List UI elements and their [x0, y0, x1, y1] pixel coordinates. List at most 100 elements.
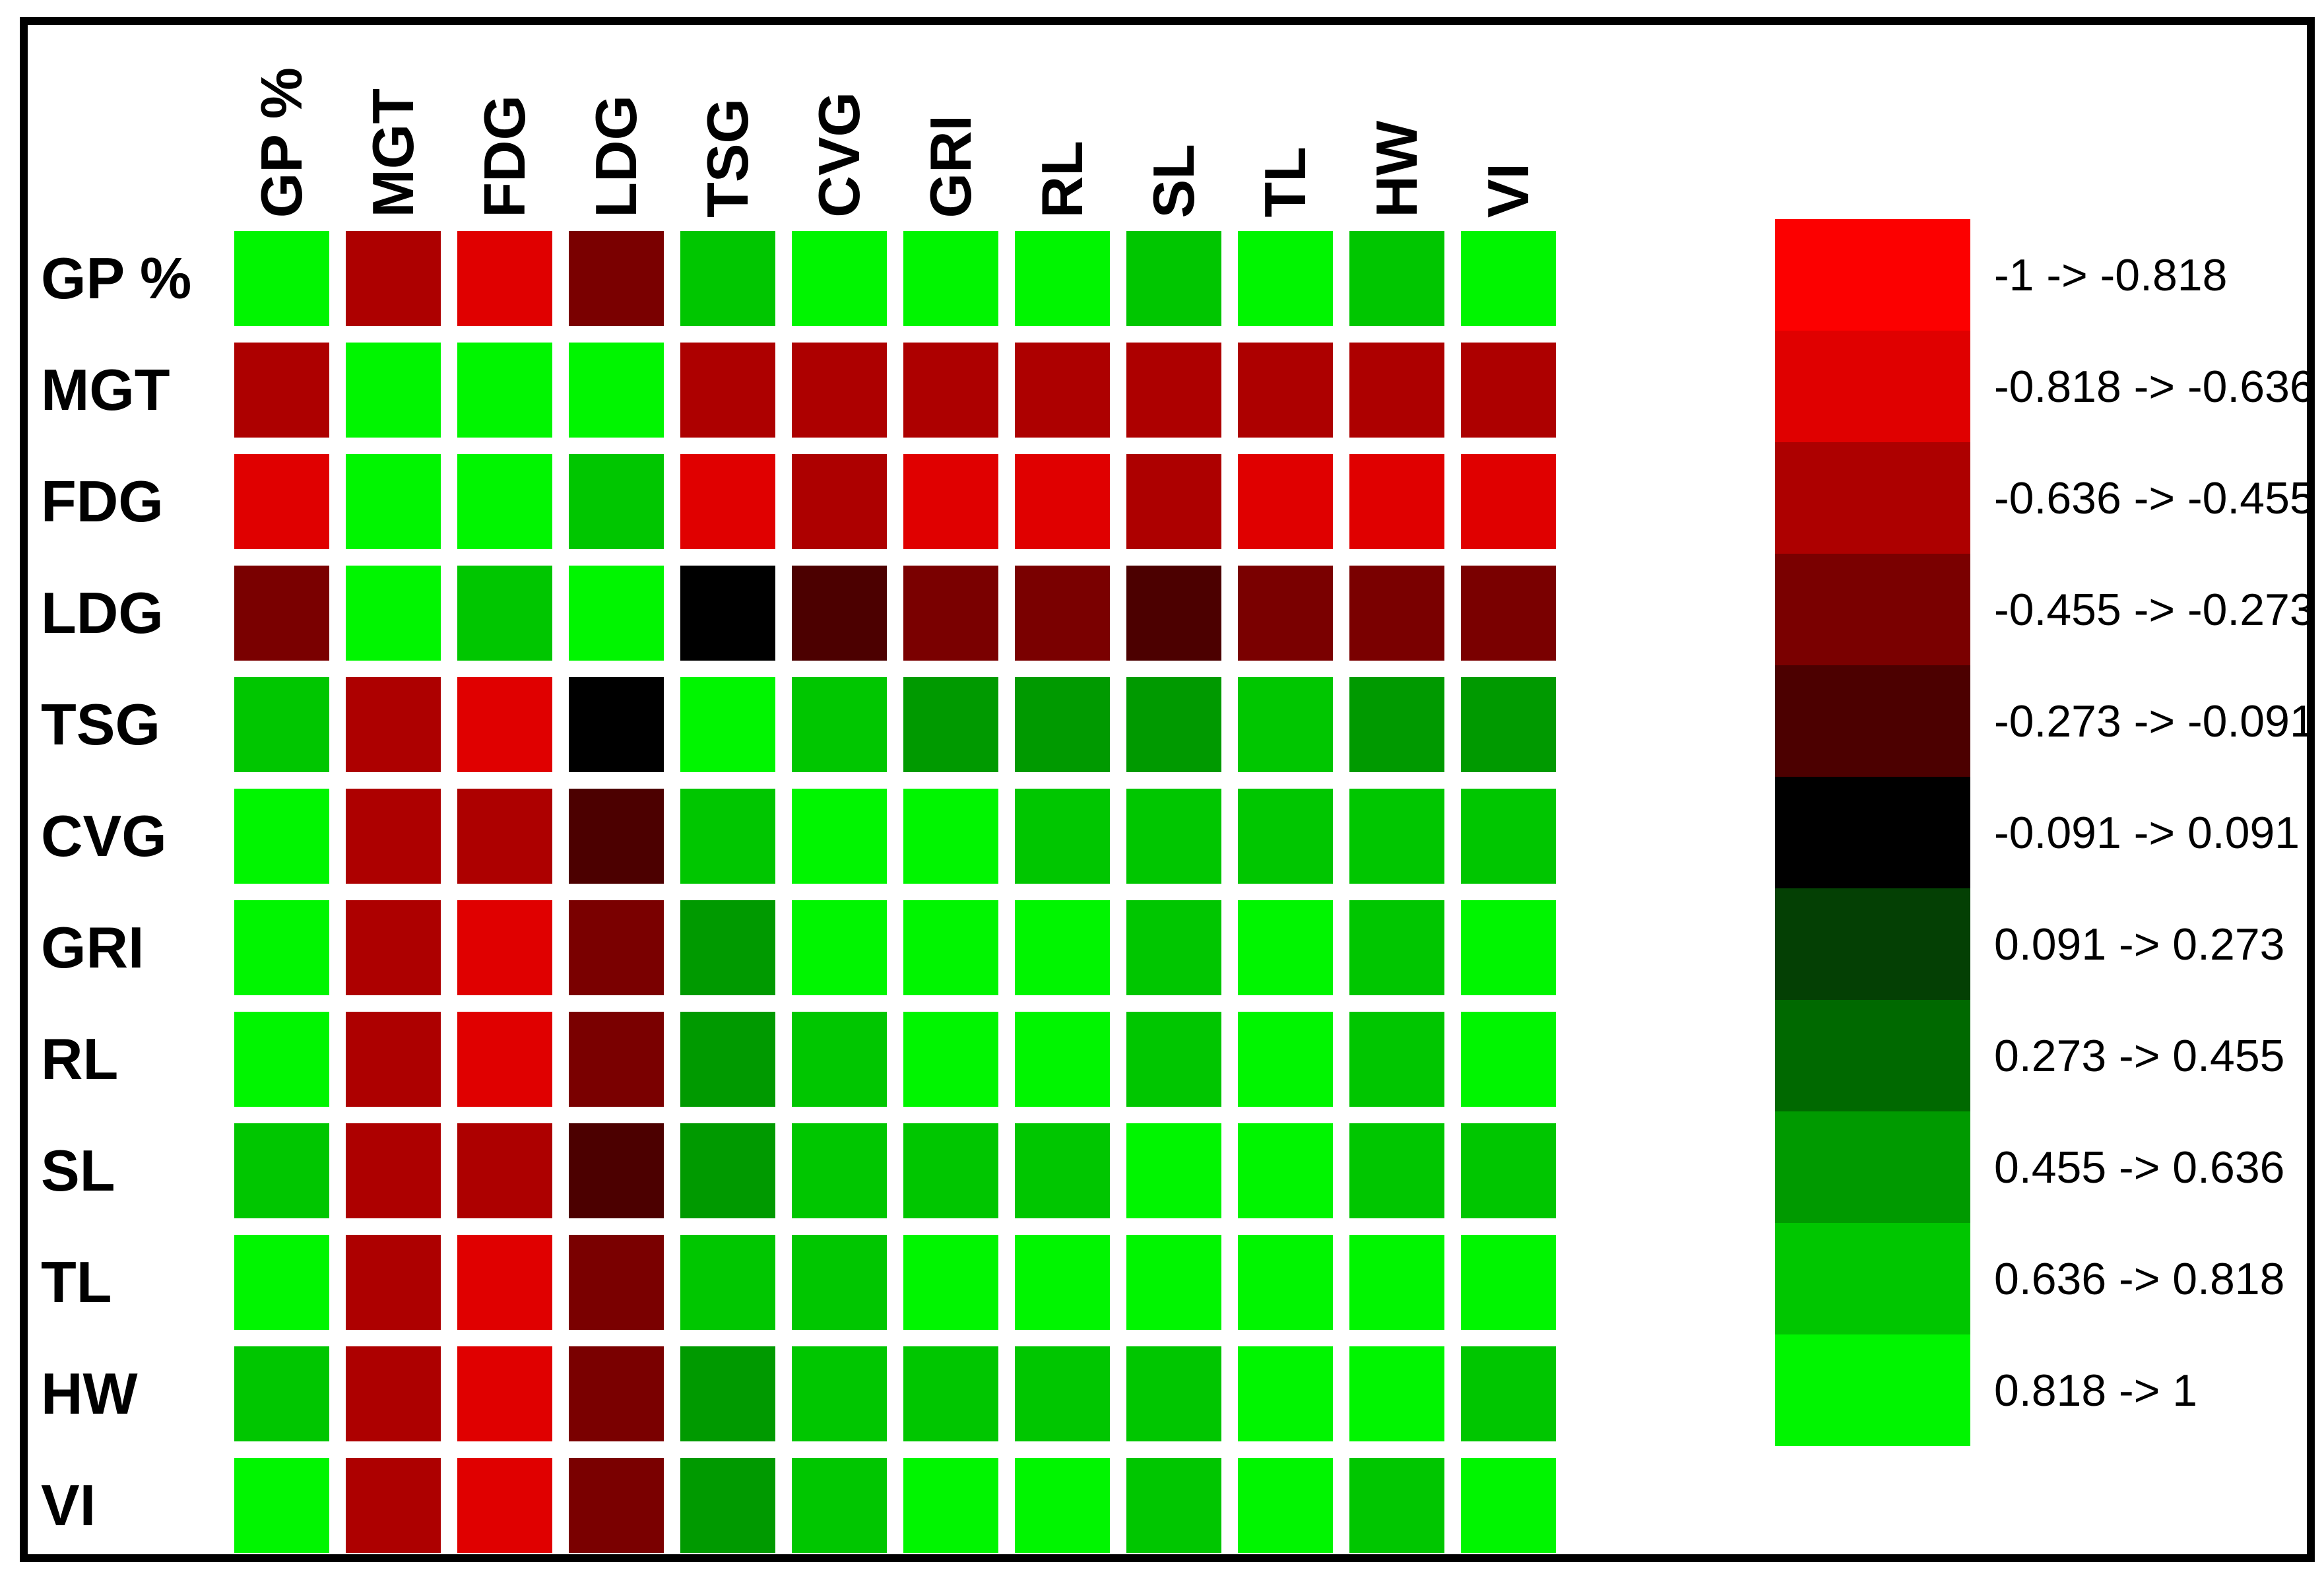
heatmap-cell	[680, 1346, 775, 1441]
heatmap-cell	[1126, 454, 1221, 549]
column-header-label: SL	[1141, 143, 1206, 218]
heatmap-cell	[234, 1012, 329, 1107]
heatmap-cell	[1126, 343, 1221, 438]
legend-swatch-9	[1775, 1223, 1970, 1334]
heatmap-cell	[1349, 566, 1444, 661]
heatmap-cell	[1461, 1235, 1556, 1330]
heatmap-cell	[792, 566, 887, 661]
heatmap-cell	[903, 1123, 998, 1218]
heatmap-cell	[1126, 1235, 1221, 1330]
column-header-4: TSG	[680, 25, 775, 218]
heatmap-cell	[457, 789, 552, 884]
heatmap-cell	[1126, 900, 1221, 995]
heatmap-cell	[903, 789, 998, 884]
row-label-4: TSG	[41, 692, 160, 757]
heatmap-cell	[1238, 343, 1333, 438]
heatmap-cell	[457, 900, 552, 995]
heatmap-cell	[1461, 343, 1556, 438]
column-header-label: FDG	[472, 95, 537, 218]
heatmap-cell	[1126, 566, 1221, 661]
column-header-7: RL	[1015, 25, 1110, 218]
heatmap-cell	[234, 231, 329, 326]
heatmap-cell	[1461, 231, 1556, 326]
heatmap-cell	[346, 789, 441, 884]
heatmap-cell	[346, 566, 441, 661]
heatmap-cell	[1238, 1123, 1333, 1218]
legend-label-9: 0.636 -> 0.818	[1994, 1253, 2285, 1304]
row-label-7: RL	[41, 1026, 119, 1092]
heatmap-cell	[792, 1458, 887, 1553]
column-header-label: LDG	[583, 95, 649, 218]
heatmap-cell	[1015, 677, 1110, 772]
heatmap-cell	[1126, 789, 1221, 884]
heatmap-cell	[457, 566, 552, 661]
heatmap-cell	[234, 900, 329, 995]
row-label-10: HW	[41, 1361, 138, 1426]
heatmap-cell	[234, 789, 329, 884]
heatmap-cell	[680, 1123, 775, 1218]
column-header-label: MGT	[360, 88, 426, 218]
legend-swatch-2	[1775, 442, 1970, 554]
heatmap-cell	[680, 343, 775, 438]
heatmap-cell	[346, 900, 441, 995]
heatmap-cell	[1126, 677, 1221, 772]
column-header-label: CVG	[806, 92, 872, 218]
heatmap-cell	[569, 454, 664, 549]
heatmap-cell	[569, 1235, 664, 1330]
heatmap-cell	[1349, 789, 1444, 884]
row-label-1: MGT	[41, 357, 170, 422]
legend-swatch-4	[1775, 665, 1970, 777]
column-header-2: FDG	[457, 25, 552, 218]
heatmap-cell	[346, 231, 441, 326]
legend-swatch-5	[1775, 777, 1970, 888]
column-header-label: GP %	[249, 67, 314, 218]
heatmap-cell	[1349, 1346, 1444, 1441]
column-header-6: GRI	[903, 25, 998, 218]
heatmap-cell	[569, 1346, 664, 1441]
heatmap-cell	[457, 1235, 552, 1330]
heatmap-cell	[1461, 566, 1556, 661]
heatmap-cell	[569, 1458, 664, 1553]
heatmap-cell	[1238, 1012, 1333, 1107]
heatmap-cell	[1461, 454, 1556, 549]
heatmap-cell	[903, 566, 998, 661]
heatmap-cell	[680, 900, 775, 995]
heatmap-cell	[569, 1123, 664, 1218]
heatmap-cell	[792, 1235, 887, 1330]
row-label-5: CVG	[41, 803, 167, 869]
heatmap-cell	[1015, 343, 1110, 438]
heatmap-cell	[792, 1123, 887, 1218]
legend-swatches	[1775, 219, 1970, 1446]
row-label-11: VI	[41, 1472, 96, 1538]
heatmap-cell	[1349, 1458, 1444, 1553]
heatmap-cell	[903, 1012, 998, 1107]
heatmap-cell	[1015, 231, 1110, 326]
heatmap-cell	[1015, 454, 1110, 549]
column-header-label: TL	[1252, 147, 1318, 218]
heatmap-cell	[792, 1346, 887, 1441]
row-label-6: GRI	[41, 915, 145, 980]
heatmap-cell	[1238, 677, 1333, 772]
heatmap-cell	[234, 1235, 329, 1330]
heatmap-cell	[569, 677, 664, 772]
heatmap-cell	[457, 1123, 552, 1218]
legend-label-4: -0.273 -> -0.091	[1994, 696, 2315, 746]
heatmap-cell	[234, 454, 329, 549]
column-header-10: HW	[1349, 25, 1444, 218]
heatmap-cell	[1349, 454, 1444, 549]
heatmap-cell	[346, 1012, 441, 1107]
heatmap-cell	[1238, 1458, 1333, 1553]
heatmap-cell	[1126, 1123, 1221, 1218]
heatmap-cell	[1238, 454, 1333, 549]
heatmap-cell	[1015, 1235, 1110, 1330]
legend-swatch-7	[1775, 1000, 1970, 1111]
heatmap-cell	[903, 231, 998, 326]
column-header-3: LDG	[569, 25, 664, 218]
legend-label-1: -0.818 -> -0.636	[1994, 361, 2315, 412]
legend-label-0: -1 -> -0.818	[1994, 249, 2228, 300]
legend-labels: -1 -> -0.818 -0.818 -> -0.636 -0.636 -> -0…	[1972, 219, 2315, 1446]
row-label-8: SL	[41, 1138, 115, 1203]
legend-swatch-8	[1775, 1111, 1970, 1223]
heatmap-cell	[1238, 1235, 1333, 1330]
heatmap-cell	[792, 454, 887, 549]
